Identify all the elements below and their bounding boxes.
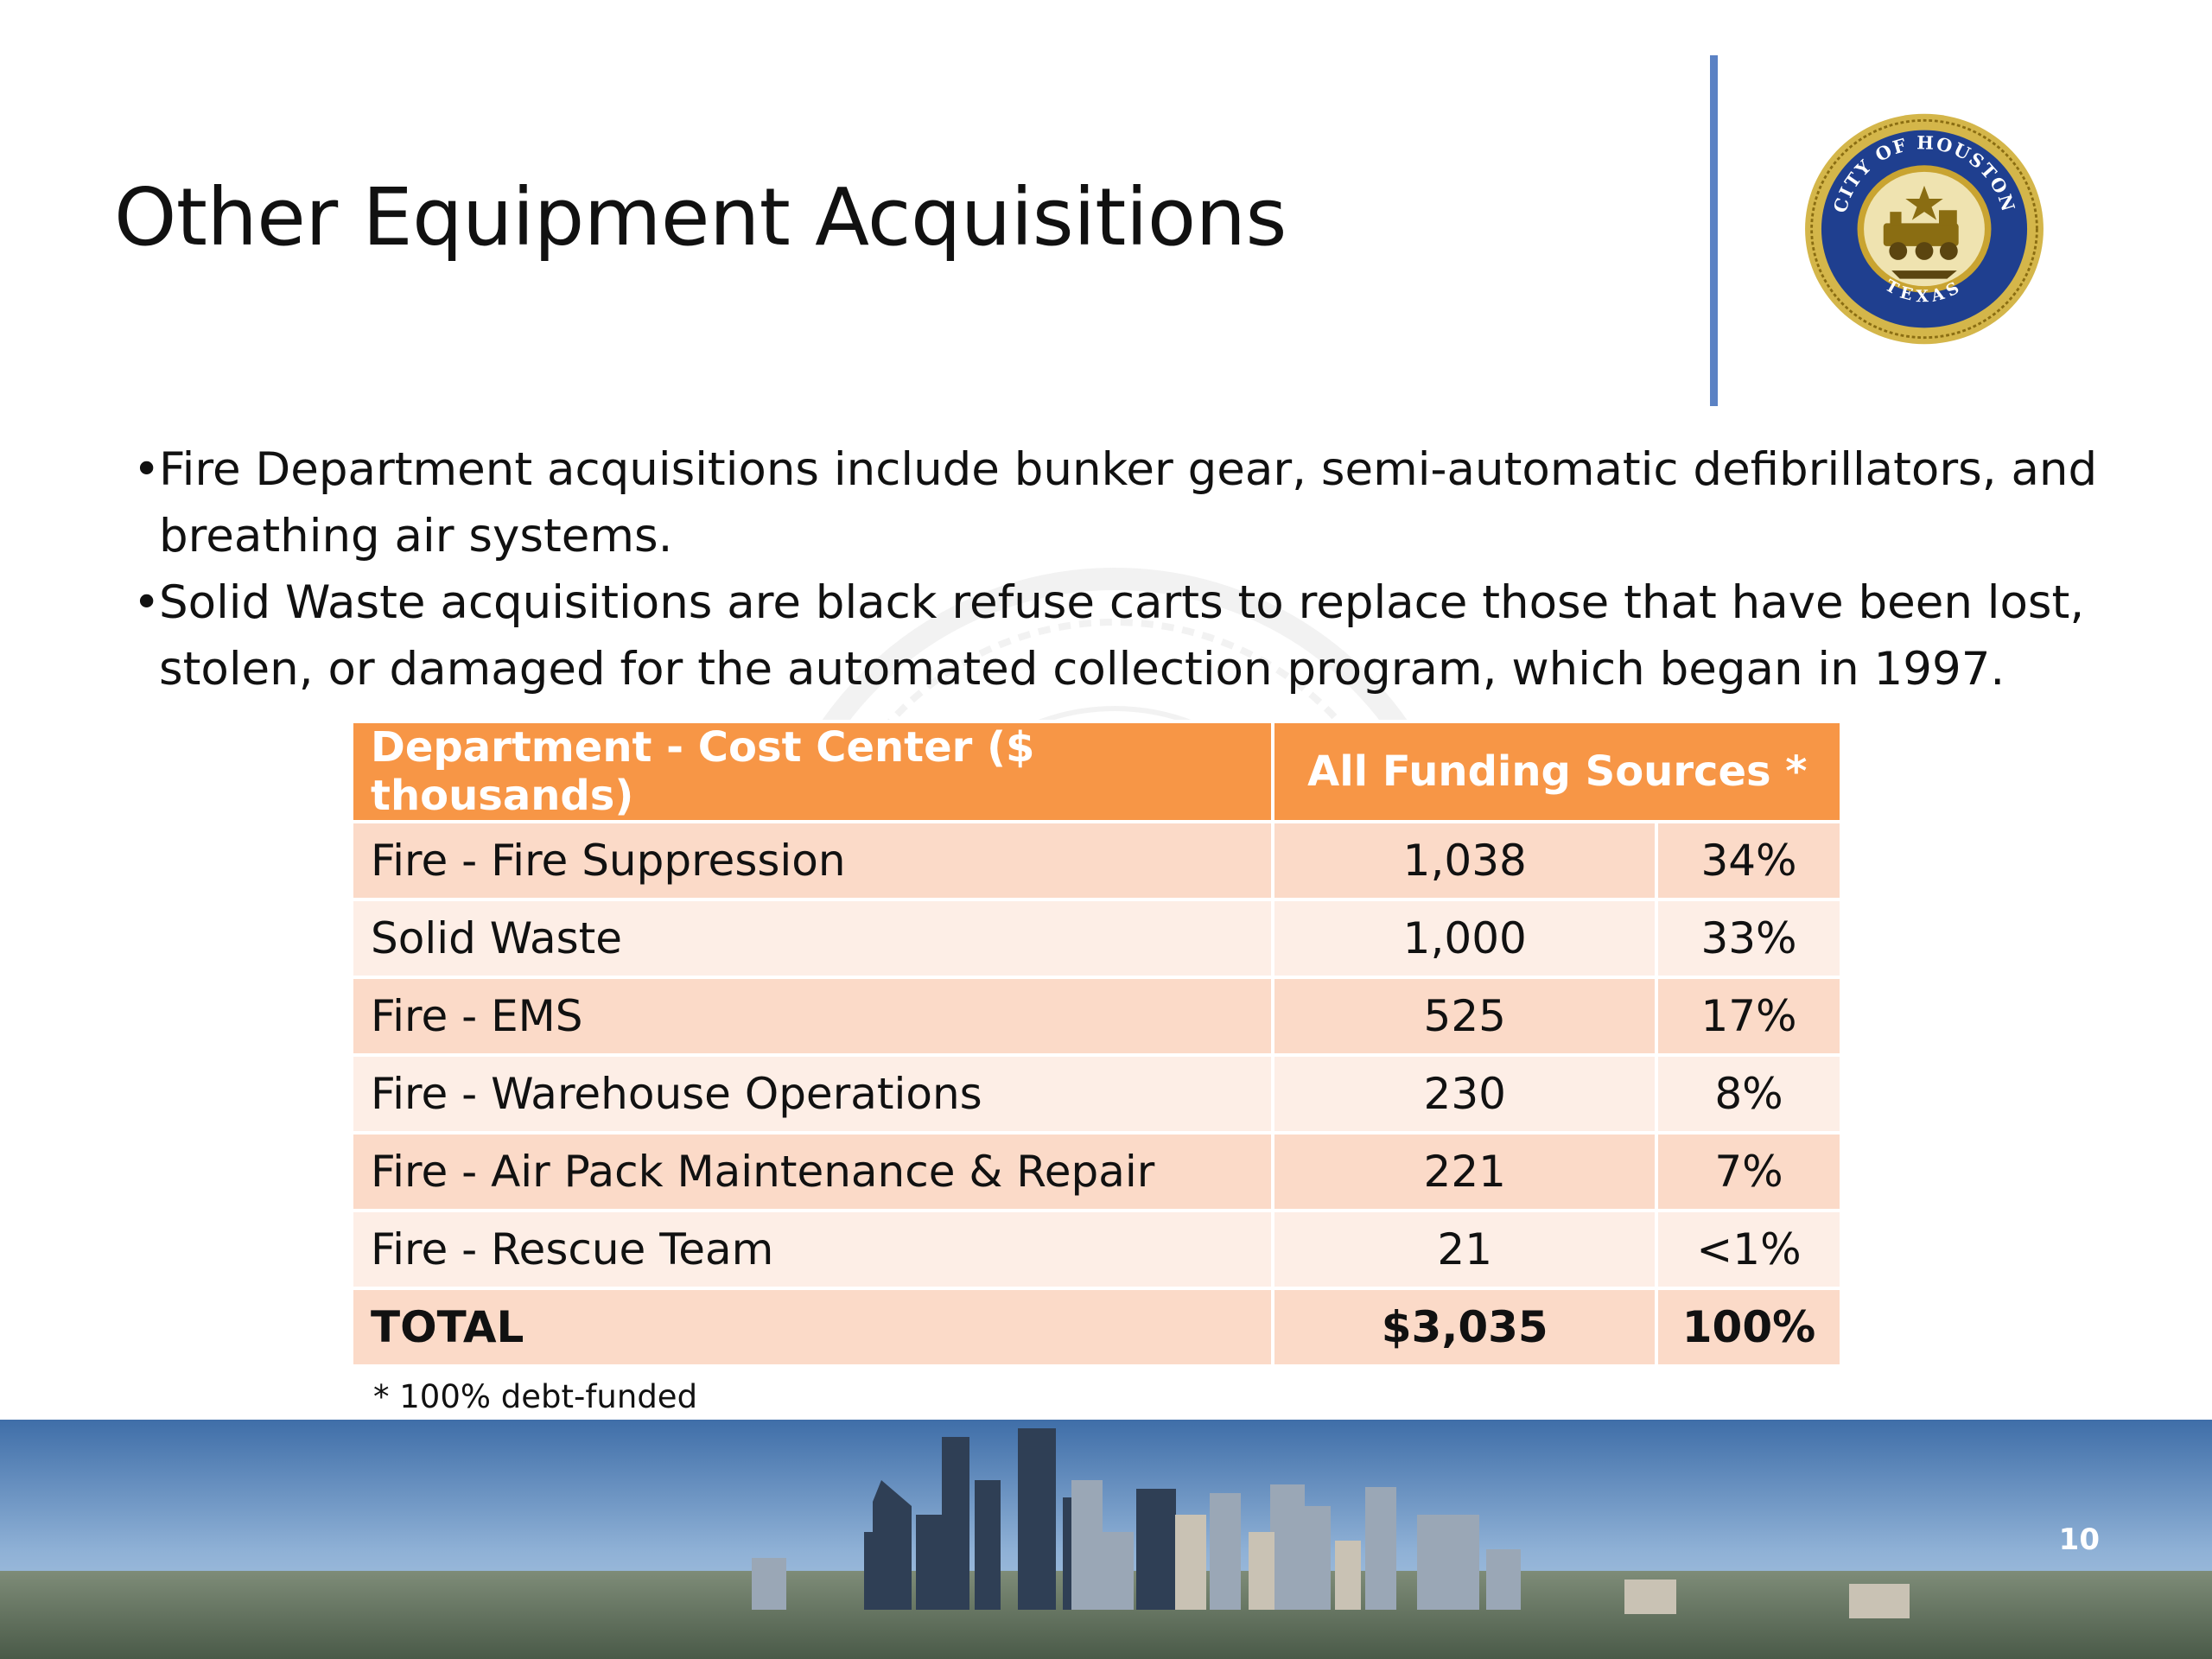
- cost-center-name: Fire - Rescue Team: [349, 1209, 1275, 1290]
- cost-center-percent: <1%: [1655, 1209, 1843, 1290]
- page-number: 10: [2058, 1522, 2100, 1557]
- bullet-text: Solid Waste acquisitions are black refus…: [159, 576, 2085, 696]
- title-divider: [1710, 55, 1718, 406]
- table-row: Fire - Rescue Team 21 <1%: [349, 1209, 1843, 1290]
- total-percent: 100%: [1655, 1287, 1843, 1368]
- table-row: Solid Waste 1,000 33%: [349, 898, 1843, 979]
- bullet-list: • Fire Department acquisitions include b…: [130, 436, 2100, 702]
- cost-center-amount: 1,038: [1271, 820, 1659, 901]
- table-total-row: TOTAL $3,035 100%: [349, 1287, 1843, 1368]
- cost-center-name: Solid Waste: [349, 898, 1275, 979]
- cost-center-percent: 33%: [1655, 898, 1843, 979]
- header-funding-sources: All Funding Sources *: [1271, 720, 1843, 823]
- cost-center-percent: 7%: [1655, 1131, 1843, 1212]
- total-label: TOTAL: [349, 1287, 1275, 1368]
- acquisitions-table: Department - Cost Center ($ thousands) A…: [349, 720, 1843, 1368]
- cost-center-percent: 8%: [1655, 1053, 1843, 1135]
- table-row: Fire - Warehouse Operations 230 8%: [349, 1053, 1843, 1135]
- cost-center-name: Fire - Warehouse Operations: [349, 1053, 1275, 1135]
- table-row: Fire - EMS 525 17%: [349, 976, 1843, 1057]
- bullet-item: • Fire Department acquisitions include b…: [130, 436, 2100, 569]
- cost-center-amount: 230: [1271, 1053, 1659, 1135]
- cost-center-amount: 1,000: [1271, 898, 1659, 979]
- slide-title: Other Equipment Acquisitions: [114, 171, 1287, 264]
- cost-center-amount: 21: [1271, 1209, 1659, 1290]
- cost-center-amount: 525: [1271, 976, 1659, 1057]
- cost-center-percent: 34%: [1655, 820, 1843, 901]
- city-seal-logo: CITY OF HOUSTON TEXAS: [1805, 113, 2044, 345]
- cost-center-name: Fire - EMS: [349, 976, 1275, 1057]
- header-department: Department - Cost Center ($ thousands): [349, 720, 1275, 823]
- total-amount: $3,035: [1271, 1287, 1659, 1368]
- cost-center-name: Fire - Fire Suppression: [349, 820, 1275, 901]
- cost-center-amount: 221: [1271, 1131, 1659, 1212]
- cost-center-name: Fire - Air Pack Maintenance & Repair: [349, 1131, 1275, 1212]
- table-footnote: * 100% debt-funded: [373, 1378, 698, 1415]
- bullet-marker: •: [133, 443, 161, 496]
- bullet-marker: •: [133, 576, 161, 629]
- table-row: Fire - Air Pack Maintenance & Repair 221…: [349, 1131, 1843, 1212]
- city-skyline-image: [0, 1420, 2212, 1659]
- table-header-row: Department - Cost Center ($ thousands) A…: [349, 720, 1843, 823]
- table-row: Fire - Fire Suppression 1,038 34%: [349, 820, 1843, 901]
- bullet-text: Fire Department acquisitions include bun…: [159, 443, 2098, 563]
- bullet-item: • Solid Waste acquisitions are black ref…: [130, 569, 2100, 702]
- cost-center-percent: 17%: [1655, 976, 1843, 1057]
